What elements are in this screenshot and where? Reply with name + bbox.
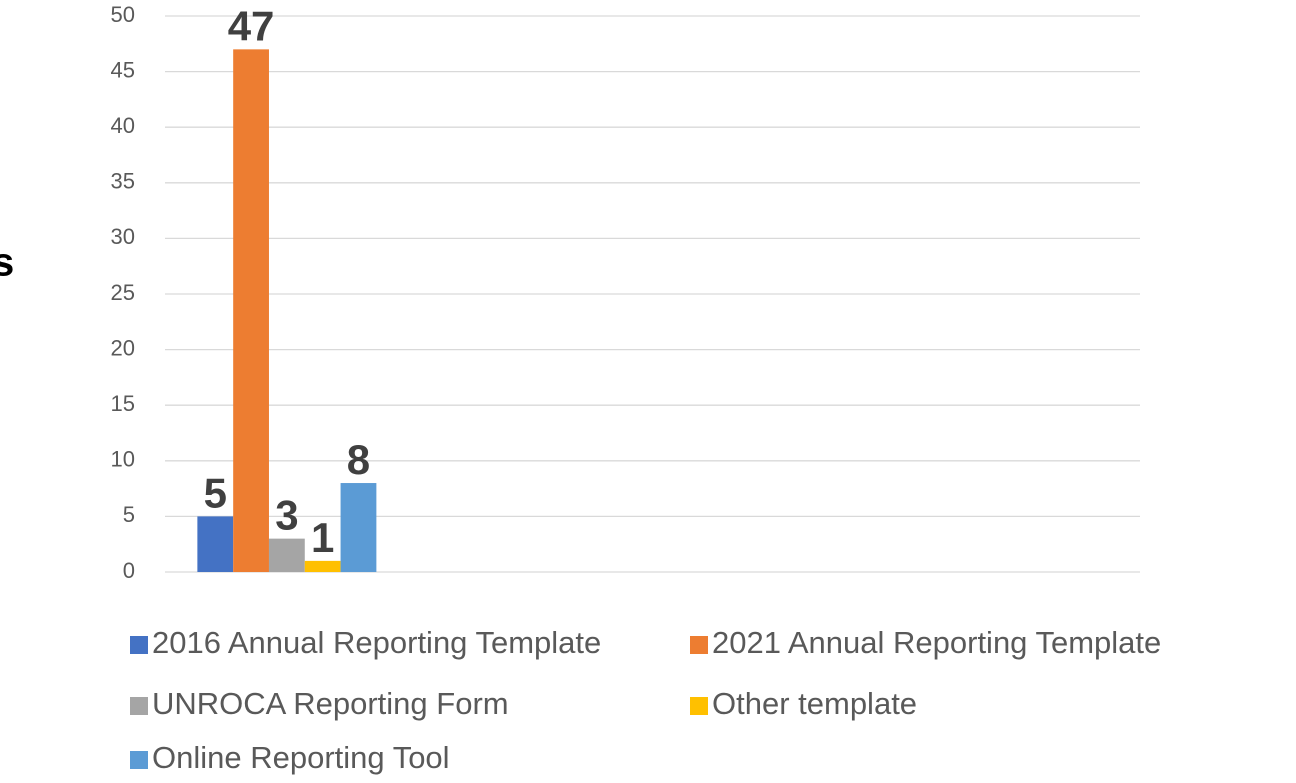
y-tick-label: 15	[111, 391, 135, 416]
y-tick-label: 25	[111, 280, 135, 305]
bar	[233, 49, 269, 573]
legend-label: 2016 Annual Reporting Template	[152, 625, 601, 660]
y-tick-label: 5	[123, 502, 135, 527]
data-label: 1	[311, 514, 334, 561]
bar	[268, 538, 305, 572]
legend-label: UNROCA Reporting Form	[152, 686, 509, 721]
bar	[304, 560, 341, 572]
y-tick-label: 40	[111, 113, 135, 138]
y-axis-label: s	[0, 241, 14, 285]
y-tick-label: 45	[111, 57, 135, 82]
legend-label: 2021 Annual Reporting Template	[712, 625, 1161, 660]
data-label: 8	[347, 436, 370, 483]
data-label: 47	[228, 2, 275, 49]
y-tick-label: 0	[123, 558, 135, 583]
legend-swatch	[690, 697, 708, 715]
legend-swatch	[130, 697, 148, 715]
legend-label: Other template	[712, 686, 917, 721]
y-tick-label: 20	[111, 335, 135, 360]
legend-swatch	[130, 751, 148, 769]
y-tick-label: 10	[111, 447, 135, 472]
bar	[197, 516, 234, 572]
y-tick-label: 30	[111, 224, 135, 249]
data-label: 3	[275, 492, 298, 539]
y-tick-label: 50	[111, 2, 135, 27]
data-label: 5	[204, 469, 227, 516]
legend-label: Online Reporting Tool	[152, 740, 450, 775]
bar	[340, 483, 377, 572]
y-tick-label: 35	[111, 169, 135, 194]
legend-swatch	[690, 636, 708, 654]
legend-swatch	[130, 636, 148, 654]
